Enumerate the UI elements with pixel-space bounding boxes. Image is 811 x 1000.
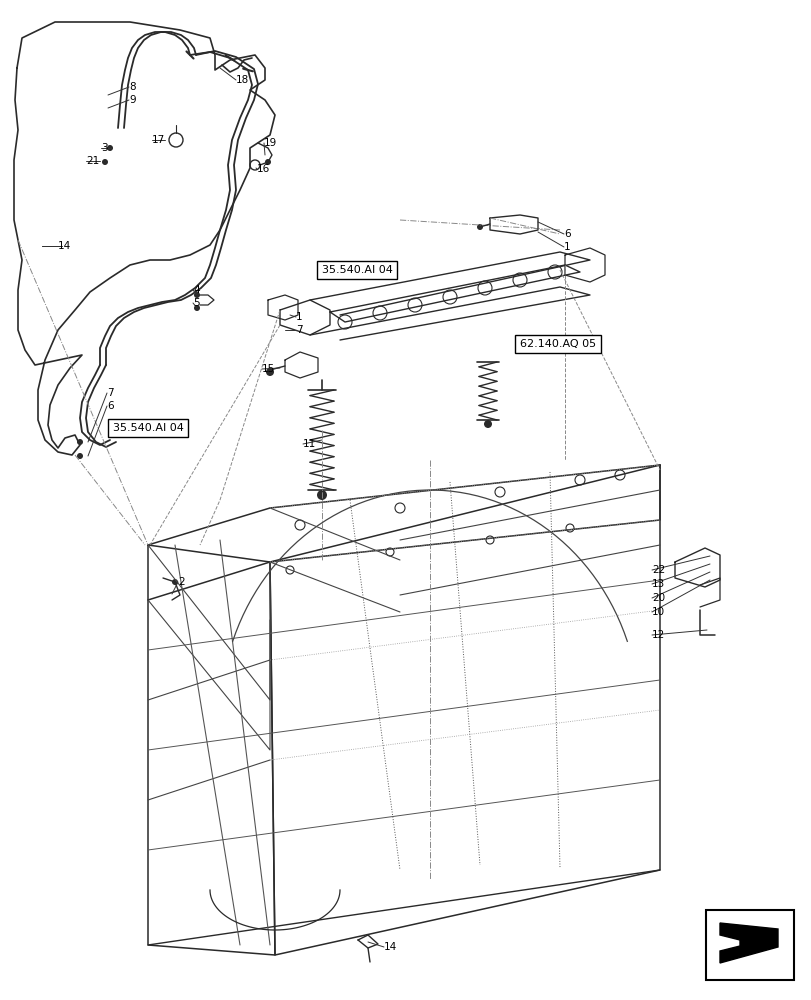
Text: 35.540.AI 04: 35.540.AI 04 bbox=[113, 423, 183, 433]
Text: 19: 19 bbox=[264, 138, 277, 148]
Text: 2: 2 bbox=[178, 577, 184, 587]
Text: 18: 18 bbox=[236, 75, 249, 85]
Text: 1: 1 bbox=[296, 312, 303, 322]
Text: 14: 14 bbox=[384, 942, 397, 952]
Text: 14: 14 bbox=[58, 241, 71, 251]
Polygon shape bbox=[719, 923, 777, 963]
Text: 22: 22 bbox=[651, 565, 664, 575]
Bar bbox=[705, 910, 793, 980]
Circle shape bbox=[264, 159, 271, 165]
Circle shape bbox=[194, 305, 200, 311]
Text: 35.540.AI 04: 35.540.AI 04 bbox=[321, 265, 392, 275]
Text: 5: 5 bbox=[193, 298, 200, 308]
Circle shape bbox=[266, 368, 273, 376]
Text: 10: 10 bbox=[651, 607, 664, 617]
Text: 16: 16 bbox=[257, 164, 270, 174]
Circle shape bbox=[476, 224, 483, 230]
Text: 6: 6 bbox=[107, 401, 114, 411]
Circle shape bbox=[194, 292, 200, 298]
Text: 13: 13 bbox=[651, 579, 664, 589]
Circle shape bbox=[172, 579, 178, 585]
Circle shape bbox=[102, 159, 108, 165]
Circle shape bbox=[77, 439, 83, 445]
Circle shape bbox=[77, 453, 83, 459]
Text: 11: 11 bbox=[303, 439, 315, 449]
Circle shape bbox=[107, 145, 113, 151]
Text: 9: 9 bbox=[129, 95, 135, 105]
Text: 3: 3 bbox=[101, 143, 108, 153]
Text: 62.140.AQ 05: 62.140.AQ 05 bbox=[519, 339, 595, 349]
Text: 4: 4 bbox=[193, 285, 200, 295]
Text: 7: 7 bbox=[107, 388, 114, 398]
Text: 17: 17 bbox=[152, 135, 165, 145]
Text: 21: 21 bbox=[86, 156, 99, 166]
Text: 12: 12 bbox=[651, 630, 664, 640]
Circle shape bbox=[316, 490, 327, 500]
Text: 20: 20 bbox=[651, 593, 664, 603]
Text: 6: 6 bbox=[564, 229, 570, 239]
Text: 15: 15 bbox=[262, 364, 275, 374]
Text: 8: 8 bbox=[129, 82, 135, 92]
Text: 1: 1 bbox=[564, 242, 570, 252]
Text: 7: 7 bbox=[296, 325, 303, 335]
Circle shape bbox=[483, 420, 491, 428]
